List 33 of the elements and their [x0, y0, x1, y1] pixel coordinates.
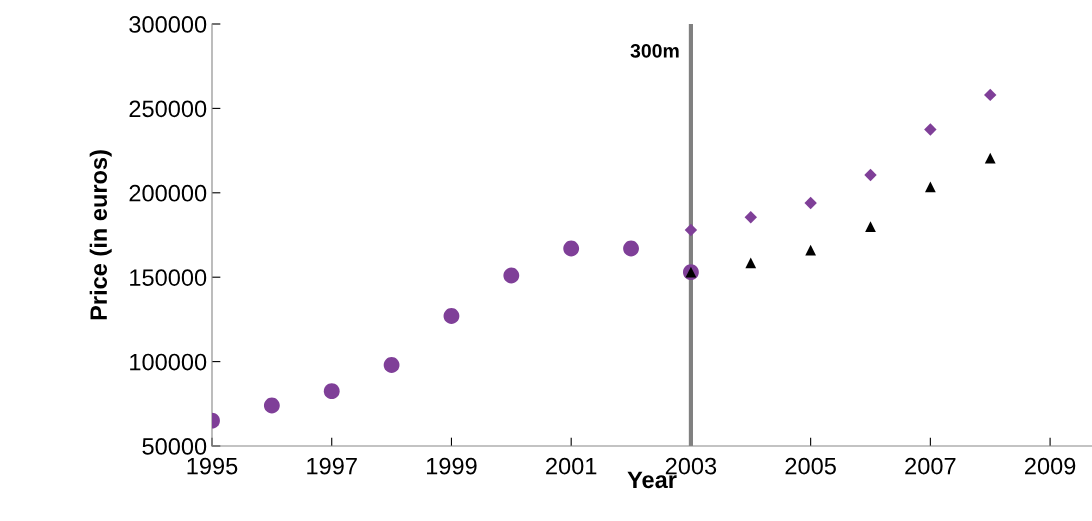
x-tick-label: 2001 — [546, 457, 597, 475]
point — [323, 383, 340, 400]
y-tick-label: 250000 — [129, 100, 207, 118]
point — [924, 123, 937, 136]
point — [865, 221, 876, 232]
y-tick-label: 200000 — [129, 184, 207, 202]
point — [864, 168, 877, 182]
point — [984, 152, 996, 164]
point — [804, 196, 817, 210]
x-tick-label: 1995 — [187, 457, 238, 475]
x-tick-label: 2009 — [1025, 457, 1076, 475]
point — [623, 240, 639, 257]
point — [503, 267, 520, 284]
x-tick-label: 2007 — [905, 457, 956, 475]
y-tick-label: 50000 — [142, 438, 207, 455]
y-axis-title: Price (in euros) — [89, 150, 112, 320]
x-tick-label: 2005 — [785, 457, 836, 475]
y-tick-label: 300000 — [129, 16, 207, 33]
point — [684, 223, 698, 237]
point — [383, 357, 400, 373]
ref-line-label: 300m — [630, 43, 679, 58]
point — [744, 211, 757, 224]
point — [924, 181, 936, 193]
point — [563, 240, 580, 257]
x-tick-label: 1997 — [307, 457, 357, 475]
point — [805, 244, 817, 256]
x-tick-label: 1999 — [427, 457, 477, 475]
point — [263, 397, 280, 414]
point — [745, 257, 757, 269]
point — [984, 88, 997, 102]
point — [443, 308, 460, 324]
y-tick-label: 100000 — [130, 353, 207, 371]
y-tick-label: 150000 — [130, 269, 207, 286]
